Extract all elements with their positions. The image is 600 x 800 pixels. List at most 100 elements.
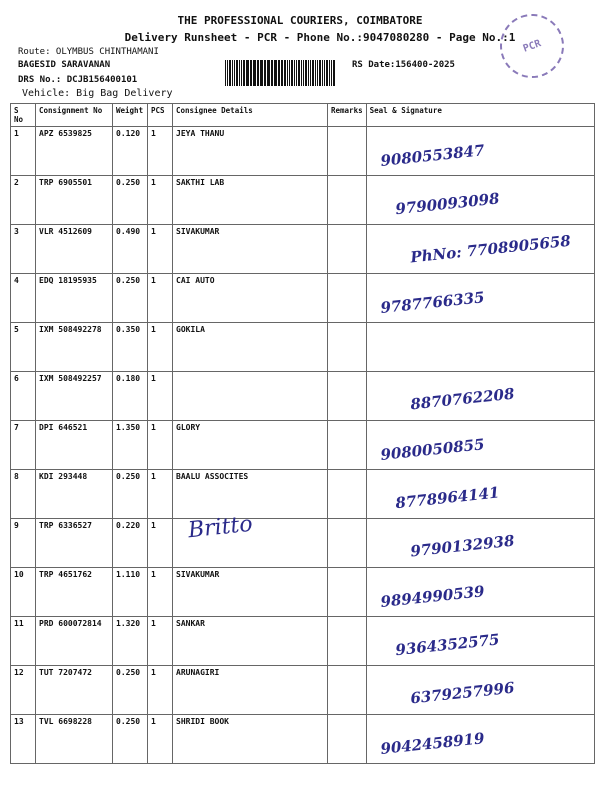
- consignee-cell: [172, 518, 328, 568]
- table-row: 4 EDQ 18195935 0.250 1 CAI AUTO 9787766335: [10, 273, 596, 323]
- column-header: Consignment No: [35, 103, 113, 127]
- weight-cell: 0.250: [112, 714, 148, 764]
- sno-cell: 8: [10, 469, 36, 519]
- remarks-cell: [327, 175, 367, 225]
- table-row: 9 TRP 6336527 0.220 1 9790132938: [10, 518, 596, 568]
- handwritten-signature: 8778964141: [394, 483, 500, 513]
- sno-cell: 11: [10, 616, 36, 666]
- sno-cell: 13: [10, 714, 36, 764]
- sno-cell: 12: [10, 665, 36, 715]
- remarks-cell: [327, 714, 367, 764]
- signature-cell: 9787766335: [365, 273, 596, 323]
- cno-cell: DPI 646521: [35, 420, 113, 470]
- drs-number: DRS No.: DCJB156400101: [18, 75, 138, 85]
- sno-cell: 10: [10, 567, 36, 617]
- cno-cell: IXM 508492278: [35, 322, 113, 372]
- signature-cell: 8870762208: [365, 371, 596, 421]
- consignee-cell: GOKILA: [172, 322, 328, 372]
- table-row: 11 PRD 600072814 1.320 1 SANKAR 9364352575: [10, 616, 596, 666]
- consignee-cell: SAKTHI LAB: [172, 175, 328, 225]
- consignee-cell: SANKAR: [172, 616, 328, 666]
- weight-cell: 1.110: [112, 567, 148, 617]
- weight-cell: 0.490: [112, 224, 148, 274]
- remarks-cell: [327, 322, 367, 372]
- signature-cell: 8778964141: [365, 469, 596, 519]
- consignee-cell: SIVAKUMAR: [172, 224, 328, 274]
- document-subtitle: Delivery Runsheet - PCR - Phone No.:9047…: [124, 31, 516, 44]
- sno-cell: 7: [10, 420, 36, 470]
- column-header: Remarks: [327, 103, 367, 127]
- pcs-cell: 1: [147, 714, 173, 764]
- vehicle: Vehicle: Big Bag Delivery: [22, 88, 173, 99]
- column-header: Consignee Details: [172, 103, 328, 127]
- cno-cell: TRP 6336527: [35, 518, 113, 568]
- weight-cell: 0.250: [112, 469, 148, 519]
- handwritten-signature: 9080050855: [379, 435, 485, 464]
- remarks-cell: [327, 616, 367, 666]
- signature-cell: 9790093098: [365, 175, 596, 225]
- pcs-cell: 1: [147, 567, 173, 617]
- weight-cell: 1.320: [112, 616, 148, 666]
- consignee-cell: [172, 371, 328, 421]
- handwritten-signature: 8870762208: [409, 384, 515, 414]
- pcs-cell: 1: [147, 420, 173, 470]
- rs-date: RS Date:156400-2025: [352, 60, 455, 70]
- remarks-cell: [327, 224, 367, 274]
- table-row: 5 IXM 508492278 0.350 1 GOKILA: [10, 322, 596, 372]
- cno-cell: TRP 4651762: [35, 567, 113, 617]
- handwritten-signature: 9894990539: [379, 582, 485, 611]
- weight-cell: 0.250: [112, 273, 148, 323]
- remarks-cell: [327, 371, 367, 421]
- runsheet-table: S No Consignment No Weight PCS Consignee Det…: [10, 103, 596, 764]
- handwritten-signature: PhNo: 7708905658: [409, 231, 572, 267]
- consignee-cell: SHRIDI BOOK: [172, 714, 328, 764]
- cno-cell: TRP 6905501: [35, 175, 113, 225]
- document-title: THE PROFESSIONAL COURIERS, COIMBATORE: [177, 14, 423, 27]
- table-row: 10 TRP 4651762 1.110 1 SIVAKUMAR 9894990539: [10, 567, 596, 617]
- handwritten-signature: 9042458919: [379, 729, 485, 758]
- column-header: PCS: [147, 103, 173, 127]
- signature-cell: 9042458919: [365, 714, 596, 764]
- handwritten-signature: 9080553847: [379, 141, 485, 170]
- signature-cell: 9364352575: [365, 616, 596, 666]
- consignee-cell: SIVAKUMAR: [172, 567, 328, 617]
- remarks-cell: [327, 420, 367, 470]
- table-row: 8 KDI 293448 0.250 1 BAALU ASSOCITES 87789641…: [10, 469, 596, 519]
- pcs-cell: 1: [147, 371, 173, 421]
- weight-cell: 1.350: [112, 420, 148, 470]
- sno-cell: 6: [10, 371, 36, 421]
- signature-cell: 9894990539: [365, 567, 596, 617]
- consignee-cell: ARUNAGIRI: [172, 665, 328, 715]
- sno-cell: 1: [10, 126, 36, 176]
- handwritten-signature: 9364352575: [394, 630, 500, 660]
- weight-cell: 0.180: [112, 371, 148, 421]
- barcode: [225, 60, 335, 86]
- remarks-cell: [327, 567, 367, 617]
- signature-cell: PhNo: 7708905658: [365, 224, 596, 274]
- table-row: 6 IXM 508492257 0.180 1 8870762208: [10, 371, 596, 421]
- column-header: Weight: [112, 103, 148, 127]
- pcs-cell: 1: [147, 273, 173, 323]
- signature-cell: [365, 322, 596, 372]
- consignee-cell: BAALU ASSOCITES: [172, 469, 328, 519]
- weight-cell: 0.250: [112, 175, 148, 225]
- pcs-cell: 1: [147, 322, 173, 372]
- staff-name: BAGESID SARAVANAN: [18, 60, 111, 70]
- pcs-cell: 1: [147, 126, 173, 176]
- pcs-cell: 1: [147, 224, 173, 274]
- sno-cell: 9: [10, 518, 36, 568]
- weight-cell: 0.120: [112, 126, 148, 176]
- table-row: 7 DPI 646521 1.350 1 GLORY 9080050855: [10, 420, 596, 470]
- table-row: 13 TVL 6698228 0.250 1 SHRIDI BOOK 9042458919: [10, 714, 596, 764]
- pcs-cell: 1: [147, 665, 173, 715]
- handwritten-signature: 9790093098: [394, 189, 500, 219]
- weight-cell: 0.220: [112, 518, 148, 568]
- signature-cell: 9080553847: [365, 126, 596, 176]
- table-row: 1 APZ 6539825 0.120 1 JEYA THANU 9080553847: [10, 126, 596, 176]
- cno-cell: PRD 600072814: [35, 616, 113, 666]
- pcs-cell: 1: [147, 469, 173, 519]
- remarks-cell: [327, 665, 367, 715]
- cno-cell: KDI 293448: [35, 469, 113, 519]
- signature-cell: 9790132938: [365, 518, 596, 568]
- column-header: S No: [10, 103, 36, 127]
